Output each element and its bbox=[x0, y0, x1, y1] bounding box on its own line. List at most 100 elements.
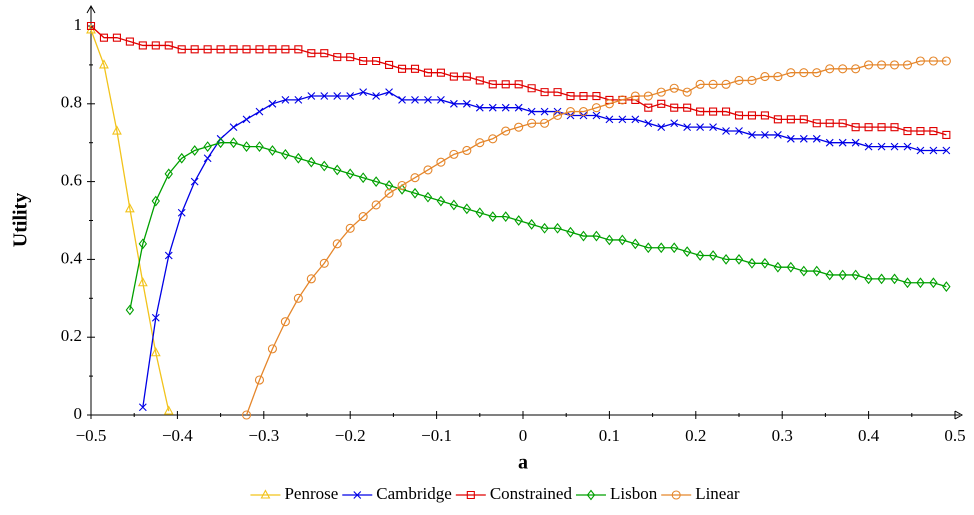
marker bbox=[760, 72, 770, 82]
marker bbox=[709, 107, 718, 116]
marker bbox=[657, 123, 666, 132]
marker bbox=[436, 68, 445, 77]
marker bbox=[941, 56, 951, 66]
marker bbox=[760, 111, 769, 120]
marker bbox=[216, 137, 225, 149]
marker bbox=[307, 156, 316, 168]
y-tick-label: 1 bbox=[74, 15, 83, 34]
marker bbox=[501, 126, 511, 136]
marker bbox=[125, 37, 134, 46]
x-axis-label: a bbox=[518, 452, 528, 474]
marker bbox=[346, 53, 355, 62]
marker bbox=[696, 107, 705, 116]
marker bbox=[112, 125, 122, 135]
marker bbox=[242, 115, 251, 124]
marker bbox=[540, 88, 549, 97]
marker bbox=[410, 173, 420, 183]
marker bbox=[566, 91, 575, 101]
marker bbox=[294, 45, 303, 54]
line bbox=[245, 60, 947, 416]
marker bbox=[372, 56, 381, 66]
y-tick-label: 0.8 bbox=[61, 93, 82, 112]
marker bbox=[306, 274, 316, 284]
x-tick-label: 0.3 bbox=[772, 426, 793, 445]
marker bbox=[851, 64, 861, 74]
marker bbox=[514, 122, 524, 132]
x-tick-label: 0.2 bbox=[685, 426, 706, 445]
marker bbox=[268, 99, 277, 108]
marker bbox=[631, 115, 640, 124]
marker bbox=[877, 142, 886, 151]
marker bbox=[410, 187, 420, 199]
x-tick-label: 0 bbox=[519, 426, 528, 445]
marker bbox=[605, 234, 614, 246]
legend-label: Constrained bbox=[490, 484, 573, 503]
marker bbox=[644, 242, 653, 254]
marker bbox=[708, 250, 718, 261]
marker bbox=[527, 84, 536, 93]
marker bbox=[371, 200, 381, 210]
marker bbox=[786, 134, 795, 143]
marker bbox=[786, 261, 796, 273]
marker bbox=[359, 56, 368, 66]
marker bbox=[553, 222, 562, 234]
marker bbox=[307, 49, 316, 58]
marker bbox=[151, 195, 160, 207]
marker bbox=[190, 45, 199, 54]
marker bbox=[385, 60, 394, 69]
marker bbox=[592, 91, 601, 101]
x-tick-label: 0.5 bbox=[944, 426, 965, 445]
marker bbox=[670, 119, 679, 128]
marker bbox=[397, 180, 407, 191]
marker bbox=[747, 257, 757, 269]
marker bbox=[540, 107, 549, 116]
marker bbox=[851, 269, 860, 281]
y-tick-label: 0 bbox=[74, 404, 83, 423]
marker bbox=[527, 107, 536, 116]
marker bbox=[99, 59, 109, 69]
marker bbox=[255, 141, 264, 152]
marker bbox=[657, 242, 666, 254]
marker bbox=[229, 123, 238, 132]
marker bbox=[241, 410, 252, 420]
x-tick-label: −0.4 bbox=[162, 426, 193, 445]
marker bbox=[255, 107, 264, 116]
marker bbox=[671, 490, 681, 500]
marker bbox=[916, 277, 925, 289]
marker bbox=[851, 123, 860, 132]
marker bbox=[721, 254, 731, 265]
marker bbox=[462, 203, 472, 215]
marker bbox=[586, 489, 596, 501]
marker bbox=[346, 168, 355, 180]
marker bbox=[280, 317, 290, 327]
marker bbox=[877, 273, 886, 285]
marker bbox=[929, 126, 938, 136]
marker bbox=[319, 258, 329, 268]
marker bbox=[592, 111, 601, 120]
marker bbox=[825, 119, 834, 128]
marker bbox=[254, 375, 265, 385]
marker bbox=[190, 177, 199, 186]
marker bbox=[786, 68, 796, 78]
marker bbox=[709, 123, 717, 132]
marker bbox=[332, 239, 342, 249]
line bbox=[90, 29, 170, 412]
marker bbox=[267, 344, 277, 354]
marker bbox=[721, 107, 731, 116]
marker bbox=[501, 80, 510, 89]
y-tick-label: 0.6 bbox=[61, 171, 82, 190]
marker bbox=[889, 60, 900, 70]
x-tick-label: −0.5 bbox=[76, 426, 107, 445]
marker bbox=[812, 119, 821, 128]
marker bbox=[488, 134, 498, 144]
marker bbox=[605, 115, 614, 124]
marker bbox=[527, 218, 536, 230]
marker bbox=[359, 88, 368, 97]
marker bbox=[812, 265, 821, 277]
line bbox=[142, 91, 947, 408]
marker bbox=[929, 277, 938, 289]
marker bbox=[903, 142, 912, 151]
legend-label: Linear bbox=[695, 484, 740, 503]
marker bbox=[553, 110, 563, 121]
